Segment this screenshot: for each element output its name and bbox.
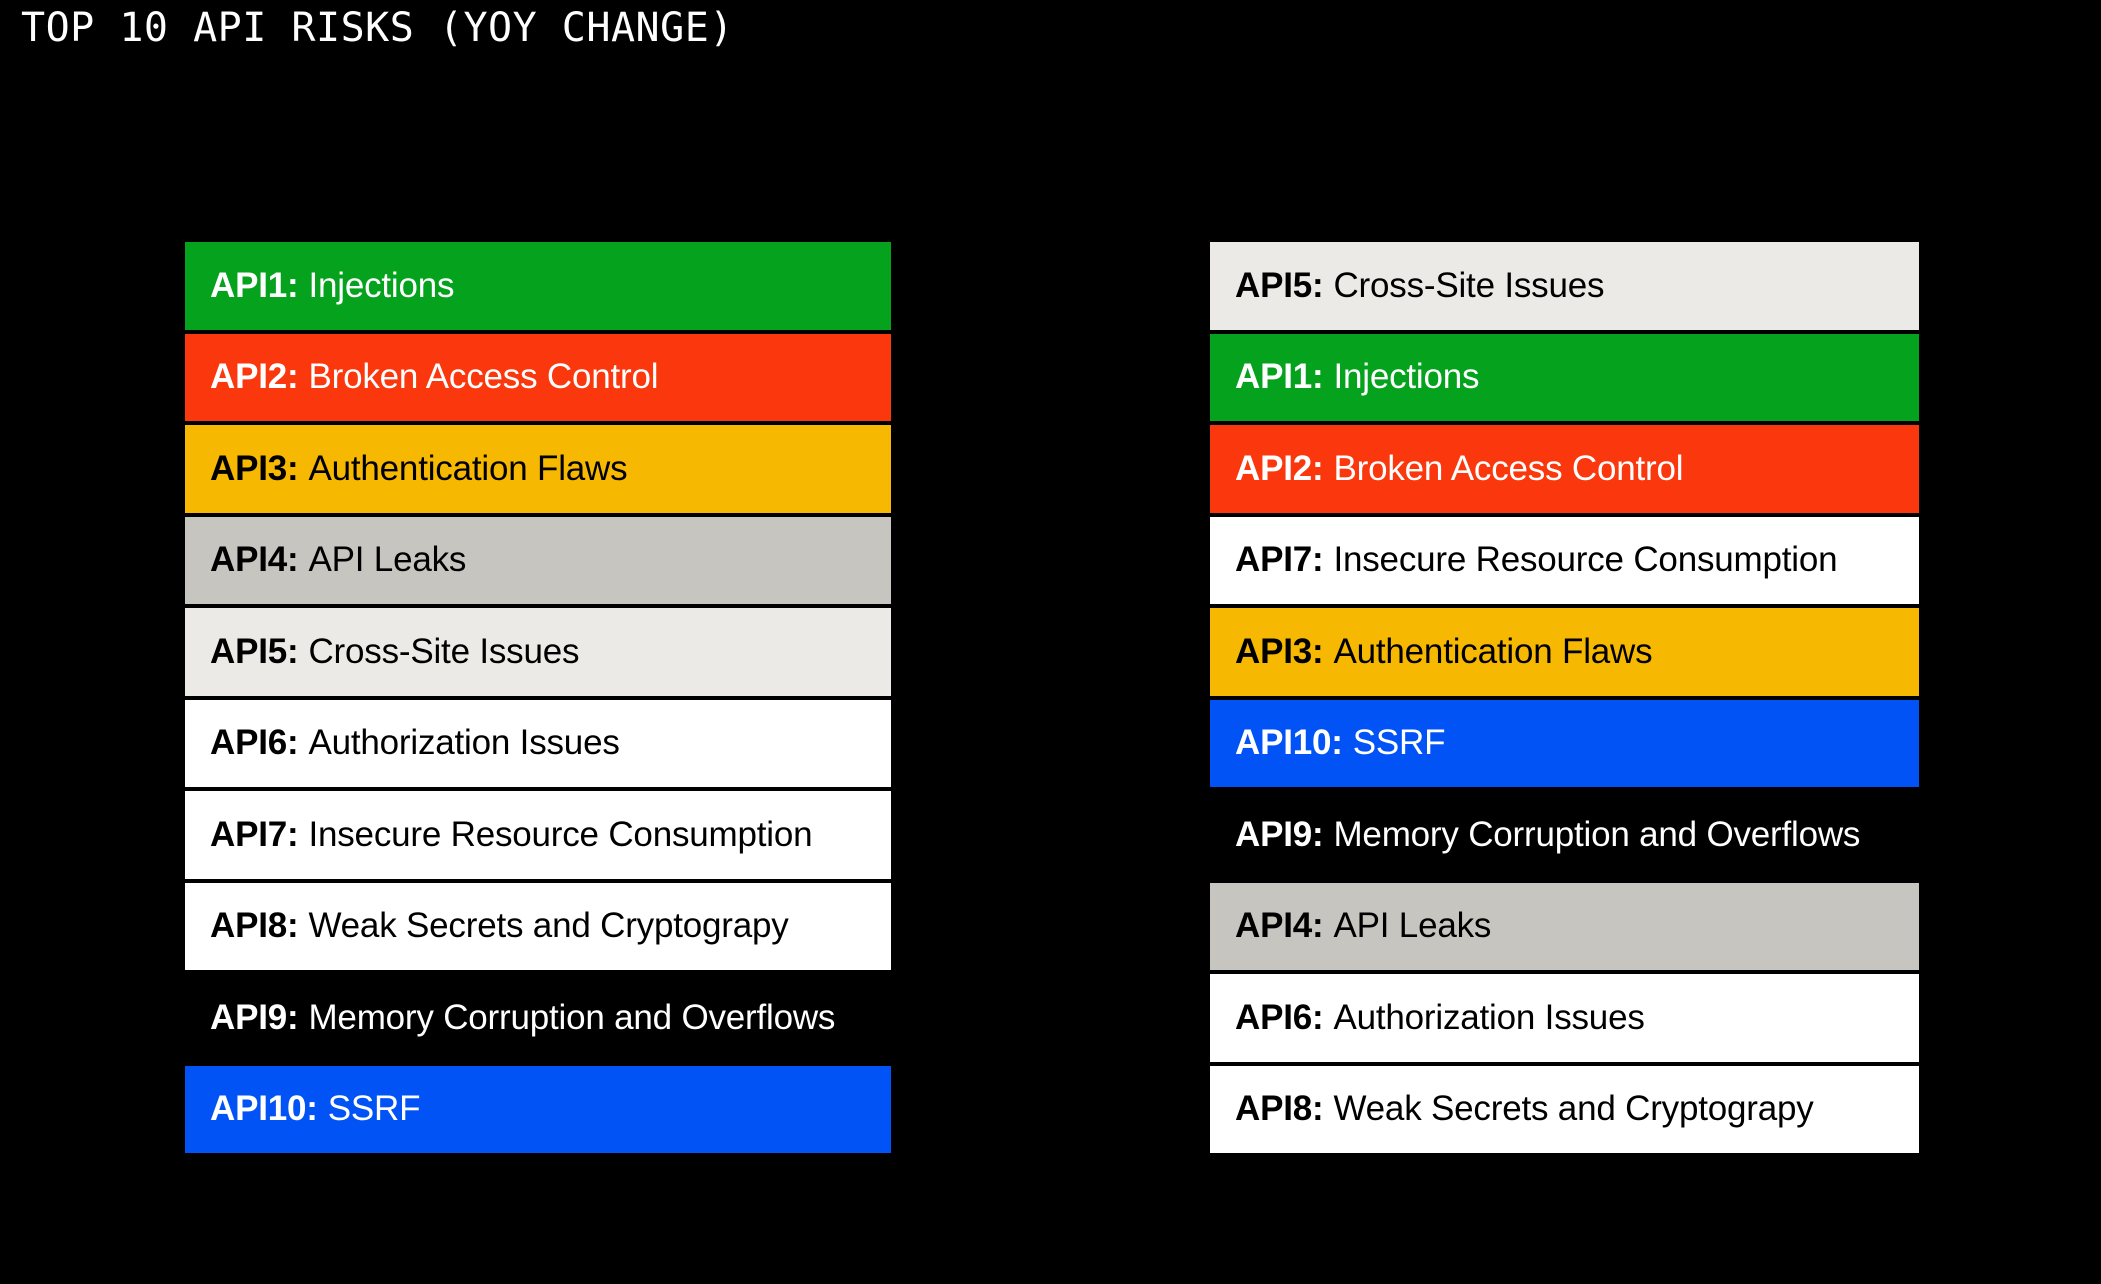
- risk-bar: API5: Cross-Site Issues: [1210, 242, 1919, 330]
- risk-id: API8:: [1235, 1089, 1324, 1129]
- risk-label: SSRF: [1352, 723, 1446, 763]
- risk-id: API5:: [210, 631, 299, 671]
- risk-id: API1:: [210, 265, 299, 305]
- risk-label: Authentication Flaws: [1333, 631, 1653, 671]
- risk-bar: API9: Memory Corruption and Overflows: [1210, 791, 1919, 879]
- risk-id: API5:: [1235, 265, 1324, 305]
- risk-id: API6:: [210, 723, 299, 763]
- risk-bar: API10: SSRF: [185, 1065, 891, 1153]
- risk-id: API7:: [1235, 540, 1324, 580]
- risk-label: Cross-Site Issues: [308, 631, 580, 671]
- risk-id: API2:: [210, 357, 299, 397]
- risk-id: API10:: [210, 1089, 318, 1129]
- risk-bar: API4: API Leaks: [185, 516, 891, 604]
- risk-label: Insecure Resource Consumption: [1333, 540, 1838, 580]
- risk-bar: API3: Authentication Flaws: [1210, 608, 1919, 696]
- risk-id: API4:: [1235, 906, 1324, 946]
- risk-id: API4:: [210, 540, 299, 580]
- risk-id: API8:: [210, 906, 299, 946]
- risk-label: Memory Corruption and Overflows: [1333, 814, 1861, 854]
- risk-id: API3:: [1235, 631, 1324, 671]
- risk-label: Broken Access Control: [1333, 448, 1684, 488]
- risk-label: Authorization Issues: [1333, 997, 1645, 1037]
- risk-id: API9:: [1235, 814, 1324, 854]
- risk-label: Weak Secrets and Cryptograpy: [1333, 1089, 1814, 1129]
- risk-bar: API5: Cross-Site Issues: [185, 608, 891, 696]
- risk-bar: API1: Injections: [185, 242, 891, 330]
- risk-id: API10:: [1235, 723, 1343, 763]
- risk-bar: API3: Authentication Flaws: [185, 425, 891, 513]
- risk-label: Insecure Resource Consumption: [308, 814, 813, 854]
- risk-label: Authorization Issues: [308, 723, 620, 763]
- risk-label: Injections: [1333, 357, 1480, 397]
- risk-label: API Leaks: [308, 540, 467, 580]
- ranking-column-right: API5: Cross-Site Issues API1: Injections API…: [1210, 242, 1919, 1153]
- risk-bar: API6: Authorization Issues: [185, 699, 891, 787]
- risk-bar: API1: Injections: [1210, 333, 1919, 421]
- risk-bar: API2: Broken Access Control: [1210, 425, 1919, 513]
- risk-label: API Leaks: [1333, 906, 1492, 946]
- risk-bar: API9: Memory Corruption and Overflows: [185, 974, 891, 1062]
- risk-bar: API7: Insecure Resource Consumption: [1210, 516, 1919, 604]
- risk-bar: API2: Broken Access Control: [185, 333, 891, 421]
- risk-bar: API6: Authorization Issues: [1210, 974, 1919, 1062]
- risk-label: Weak Secrets and Cryptograpy: [308, 906, 789, 946]
- ranking-column-left: API1: Injections API2: Broken Access Contro…: [185, 242, 891, 1153]
- risk-label: Authentication Flaws: [308, 448, 628, 488]
- risk-bar: API7: Insecure Resource Consumption: [185, 791, 891, 879]
- risk-label: Cross-Site Issues: [1333, 265, 1605, 305]
- risk-id: API3:: [210, 448, 299, 488]
- risk-id: API1:: [1235, 357, 1324, 397]
- risk-bar: API10: SSRF: [1210, 699, 1919, 787]
- risk-id: API6:: [1235, 997, 1324, 1037]
- risk-bar: API8: Weak Secrets and Cryptograpy: [185, 882, 891, 970]
- risk-id: API9:: [210, 997, 299, 1037]
- risk-label: SSRF: [327, 1089, 421, 1129]
- page-title: TOP 10 API RISKS (YOY CHANGE): [21, 5, 734, 51]
- risk-id: API7:: [210, 814, 299, 854]
- risk-label: Memory Corruption and Overflows: [308, 997, 836, 1037]
- risk-id: API2:: [1235, 448, 1324, 488]
- risk-label: Injections: [308, 265, 455, 305]
- risk-label: Broken Access Control: [308, 357, 659, 397]
- risk-bar: API4: API Leaks: [1210, 882, 1919, 970]
- risk-bar: API8: Weak Secrets and Cryptograpy: [1210, 1065, 1919, 1153]
